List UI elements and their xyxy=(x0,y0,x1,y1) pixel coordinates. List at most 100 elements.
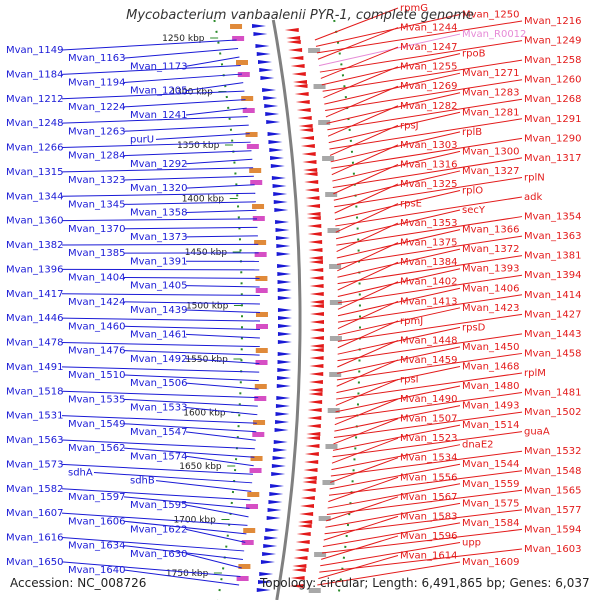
reverse-gene-arrow xyxy=(308,256,323,260)
right-gene-label: Mvan_1354 xyxy=(524,212,581,223)
right-connector-line xyxy=(322,59,523,92)
right-connector-line xyxy=(337,235,523,265)
reverse-gene-arrow xyxy=(298,124,313,128)
left-connector-line xyxy=(123,301,260,305)
reverse-gene-arrow xyxy=(310,320,324,324)
left-gene-label: Mvan_1549 xyxy=(68,419,125,430)
right-connector-line xyxy=(337,333,523,362)
left-connector-line xyxy=(61,415,257,424)
scale-tick-label: 1750 kbp xyxy=(166,569,209,579)
right-connector-line xyxy=(337,313,523,342)
reverse-gene-arrow xyxy=(307,416,322,420)
genome-stats-label: Topology: circular; Length: 6,491,865 bp… xyxy=(260,576,590,590)
reverse-gene-arrow xyxy=(286,40,301,44)
left-gene-label: Mvan_1173 xyxy=(130,61,187,72)
left-gene-label: Mvan_1446 xyxy=(6,313,63,324)
right-gene-label: Mvan_1481 xyxy=(524,388,581,399)
left-connector-line xyxy=(123,325,260,331)
right-gene-label: secY xyxy=(462,205,486,216)
reverse-gene-arrow xyxy=(308,260,323,264)
cog-category-block xyxy=(241,540,254,545)
cog-category-block xyxy=(250,456,263,461)
reverse-gene-arrow xyxy=(307,224,322,228)
left-gene-label: Mvan_1404 xyxy=(68,273,125,284)
reverse-gene-arrow xyxy=(306,424,321,428)
reverse-gene-arrow xyxy=(307,232,322,236)
forward-gene-arrow xyxy=(266,120,281,124)
cog-category-block xyxy=(255,288,268,293)
right-gene-label: Mvan_1283 xyxy=(462,88,519,99)
right-gene-label: rplN xyxy=(524,172,545,183)
right-connector-line xyxy=(329,463,461,490)
scale-tick-label: 1300 kbp xyxy=(170,88,213,98)
left-gene-label: Mvan_1510 xyxy=(68,370,125,381)
right-gene-label: Mvan_1493 xyxy=(462,401,519,412)
forward-gene-arrow xyxy=(273,448,288,452)
reverse-gene-arrow xyxy=(308,392,323,396)
reverse-gene-arrow xyxy=(306,204,321,208)
cog-category-block xyxy=(243,528,256,533)
forward-gene-arrow xyxy=(273,200,288,204)
right-gene-label: Mvan_1596 xyxy=(400,531,457,542)
right-connector-line xyxy=(314,7,399,41)
right-connector-line xyxy=(335,392,523,419)
backbone-arc xyxy=(271,19,302,600)
cog-category-block xyxy=(249,168,262,173)
right-gene-label: Mvan_1427 xyxy=(524,309,581,320)
reverse-gene-arrow xyxy=(302,476,317,480)
left-gene-label: Mvan_1506 xyxy=(130,378,187,389)
left-gene-label: Mvan_1582 xyxy=(6,484,63,495)
left-gene-label: Mvan_1518 xyxy=(6,386,63,397)
right-gene-label: Mvan_1459 xyxy=(400,355,457,366)
forward-gene-arrow xyxy=(260,560,275,564)
forward-gene-arrow xyxy=(271,176,286,180)
cog-category-block xyxy=(325,192,338,197)
right-connector-line xyxy=(325,79,523,112)
left-gene-label: Mvan_1460 xyxy=(68,321,125,332)
cog-category-block xyxy=(255,360,268,365)
left-connector-line xyxy=(123,201,256,205)
reverse-gene-arrow xyxy=(306,436,321,440)
reverse-gene-arrow xyxy=(305,196,320,200)
cog-category-block xyxy=(329,300,342,305)
forward-gene-arrow xyxy=(267,508,282,512)
left-gene-label: Mvan_1370 xyxy=(68,224,125,235)
right-gene-label: Mvan_1247 xyxy=(400,42,457,53)
right-connector-line xyxy=(337,287,461,317)
cog-category-block xyxy=(241,96,254,101)
forward-gene-arrow xyxy=(270,484,285,488)
left-connector-line xyxy=(123,73,243,83)
right-connector-line xyxy=(336,216,523,246)
forward-gene-arrow xyxy=(272,184,287,188)
right-gene-label: Mvan_1317 xyxy=(524,153,581,164)
right-gene-label: Mvan_1414 xyxy=(524,290,581,301)
reverse-gene-arrow xyxy=(302,480,317,484)
cog-category-block xyxy=(255,276,268,281)
left-connector-line xyxy=(61,342,260,348)
right-connector-line xyxy=(323,515,399,541)
right-gene-label: upp xyxy=(462,537,481,548)
right-gene-label: Mvan_1548 xyxy=(524,466,581,477)
reverse-gene-arrow xyxy=(290,64,305,68)
cog-category-block xyxy=(254,240,267,245)
reverse-gene-arrow xyxy=(306,432,321,436)
right-connector-line xyxy=(328,470,523,496)
left-connector-line xyxy=(123,520,247,535)
left-connector-line xyxy=(123,350,260,356)
left-gene-label: Mvan_1194 xyxy=(68,78,125,89)
left-connector-line xyxy=(93,472,253,484)
left-connector-line xyxy=(61,243,259,246)
left-gene-label: Mvan_1424 xyxy=(68,297,125,308)
reverse-gene-arrow xyxy=(303,172,318,176)
left-connector-line xyxy=(185,382,259,390)
cog-category-block xyxy=(308,588,321,593)
right-gene-label: rplO xyxy=(462,185,483,196)
right-gene-label: Mvan_1291 xyxy=(524,114,581,125)
right-connector-line xyxy=(336,365,461,394)
reverse-gene-arrow xyxy=(309,276,324,280)
reverse-gene-arrow xyxy=(308,380,323,384)
reverse-gene-arrow xyxy=(309,356,324,360)
cog-category-block xyxy=(232,36,245,41)
cog-category-block xyxy=(327,408,340,413)
right-connector-line xyxy=(330,450,523,477)
